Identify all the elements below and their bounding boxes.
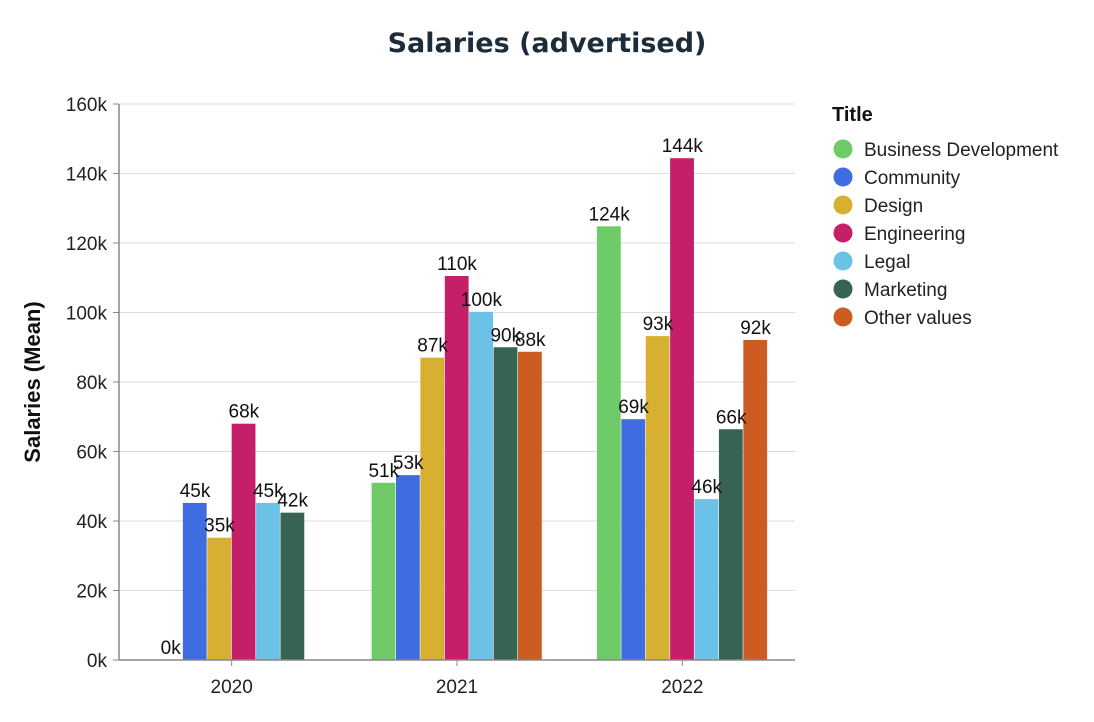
chart-title: Salaries (advertised) xyxy=(388,28,707,59)
legend-item-label: Engineering xyxy=(864,224,965,245)
axes: 0k 20k 40k 60k 80k 100k 120k 140k 160k 2020 2021 20… xyxy=(66,95,795,698)
y-tick-label: 0k xyxy=(87,651,108,672)
legend-item-label: Legal xyxy=(864,252,911,273)
bar xyxy=(718,429,743,660)
bar xyxy=(493,347,518,660)
bar-data-label: 87k xyxy=(417,336,448,357)
bar-data-label: 92k xyxy=(740,318,771,339)
y-tick-label: 40k xyxy=(76,512,107,533)
y-tick-label: 60k xyxy=(76,443,107,464)
x-tick-label: 2022 xyxy=(661,677,703,698)
bar xyxy=(396,475,420,660)
bar-data-label: 90k xyxy=(490,325,521,346)
bars xyxy=(182,158,768,660)
bar-data-label: 53k xyxy=(393,453,424,474)
bar-data-label: 124k xyxy=(589,204,631,225)
bar xyxy=(256,502,280,660)
bar-data-label: 35k xyxy=(204,516,235,537)
bar xyxy=(231,423,256,660)
legend: Title Business Development Community Desig… xyxy=(832,104,1059,329)
legend-swatch xyxy=(833,167,853,187)
x-tick-label: 2020 xyxy=(211,677,253,698)
bar-data-label: 0k xyxy=(161,638,182,659)
bar xyxy=(280,512,305,660)
bar xyxy=(670,158,694,660)
bar-data-label: 93k xyxy=(643,314,674,335)
bar xyxy=(743,339,768,660)
bar-data-label: 45k xyxy=(253,481,284,502)
y-tick-label: 100k xyxy=(66,304,108,325)
bar xyxy=(645,336,670,660)
data-labels: 0k45k35k68k45k42k51k53k87k110k100k90k88k… xyxy=(161,136,772,659)
bar xyxy=(469,311,493,660)
y-tick-label: 120k xyxy=(66,234,108,255)
bar-data-label: 46k xyxy=(691,477,722,498)
y-tick-label: 140k xyxy=(66,165,108,186)
bar xyxy=(518,351,542,660)
legend-item-label: Design xyxy=(864,196,923,217)
bar xyxy=(207,537,232,660)
legend-swatch xyxy=(833,307,853,327)
bar xyxy=(420,357,445,660)
y-tick-label: 160k xyxy=(66,95,108,116)
bar-data-label: 88k xyxy=(515,330,546,351)
legend-swatch xyxy=(833,195,853,215)
bar xyxy=(621,419,646,660)
bar xyxy=(444,276,469,660)
legend-swatch xyxy=(833,279,853,299)
bar-data-label: 51k xyxy=(368,461,399,482)
bar-data-label: 42k xyxy=(277,491,308,512)
x-tick-label: 2021 xyxy=(436,677,478,698)
legend-item-label: Community xyxy=(864,168,961,189)
bar xyxy=(371,482,396,660)
bar xyxy=(596,226,621,660)
bar-data-label: 144k xyxy=(662,136,704,157)
bar-data-label: 68k xyxy=(229,402,260,423)
bar-data-label: 45k xyxy=(180,481,211,502)
bar-data-label: 69k xyxy=(618,397,649,418)
bar-data-label: 110k xyxy=(437,254,477,275)
bar-data-label: 66k xyxy=(716,407,747,428)
legend-swatch xyxy=(833,251,853,271)
legend-item-label: Marketing xyxy=(864,280,947,301)
y-tick-label: 80k xyxy=(76,373,107,394)
y-tick-label: 20k xyxy=(76,582,107,603)
y-axis-label: Salaries (Mean) xyxy=(20,301,45,462)
legend-item-label: Other values xyxy=(864,308,972,329)
bar xyxy=(694,499,719,660)
legend-item-label: Business Development xyxy=(864,140,1059,161)
legend-swatch xyxy=(833,139,853,159)
bar-data-label: 100k xyxy=(461,290,503,311)
legend-swatch xyxy=(833,223,853,243)
legend-title: Title xyxy=(832,104,873,126)
bar xyxy=(182,502,207,660)
